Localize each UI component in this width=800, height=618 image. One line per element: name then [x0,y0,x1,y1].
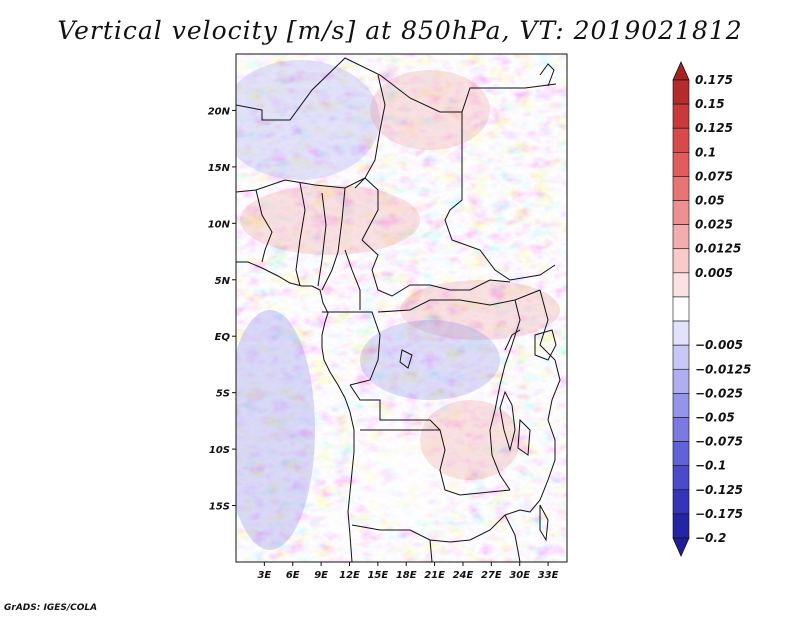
colorbar-swatch [672,248,690,274]
colorbar-swatch [672,320,690,346]
colorbar-label: −0.1 [695,459,726,473]
lat-tick-label: 20N [208,106,231,117]
country-borders [236,57,561,562]
lon-tick-label: 30E [509,570,530,581]
colorbar-swatch [672,200,690,225]
colorbar-swatch [672,368,690,394]
lon-tick-label: 9E [314,570,328,581]
grads-credit: GrADS: IGES/COLA [4,603,98,613]
colorbar-label: −0.005 [695,338,743,352]
colorbar-swatch [672,296,690,322]
lon-tick-label: 33E [538,570,559,581]
velocity-field [236,54,567,562]
lon-tick-label: 27E [481,570,502,581]
lon-tick-label: 18E [396,570,417,581]
colorbar-swatch [672,489,690,515]
lon-tick-label: 24E [453,570,474,581]
colorbar-label: 0.125 [695,121,733,135]
colorbar-label: 0.175 [695,73,733,87]
lon-tick-label: 12E [339,570,360,581]
lon-tick-label: 21E [424,570,445,581]
longitude-axis: 3E 6E 9E 12E 15E 18E 21E 24E 27E 30E 33E [257,562,559,581]
colorbar-swatch [672,272,690,298]
colorbar-label: 0.0125 [695,242,741,256]
colorbar-top-arrow [672,61,690,81]
colorbar: 0.175 0.15 0.125 0.1 0.075 0.05 0.025 0.0125 0.0… [672,61,751,557]
lat-tick-label: 5S [216,389,230,400]
colorbar-swatch [672,176,690,201]
lon-tick-label: 15E [367,570,388,581]
colorbar-label: 0.1 [695,145,716,159]
lat-tick-label: EQ [215,332,231,343]
latitude-axis: 20N 15N 10N 5N EQ 5S 10S 15S [208,106,236,513]
lon-tick-label: 6E [286,570,300,581]
lat-tick-label: 15N [208,163,231,174]
colorbar-label: −0.025 [695,386,743,400]
lat-tick-label: 10N [208,219,231,230]
lat-tick-label: 15S [209,502,230,513]
colorbar-swatch [672,441,690,466]
colorbar-label: −0.2 [695,531,726,545]
colorbar-label: 0.075 [695,169,733,183]
colorbar-label: −0.05 [695,410,735,424]
colorbar-label: 0.005 [695,266,733,280]
colorbar-swatch [672,513,690,539]
colorbar-label: 0.05 [695,194,725,208]
colorbar-label: −0.175 [695,507,743,521]
colorbar-swatch [672,79,690,105]
colorbar-swatch [672,344,690,370]
colorbar-swatch [672,224,690,250]
colorbar-swatch [672,127,690,153]
colorbar-swatch [672,103,690,129]
lat-tick-label: 5N [215,276,231,287]
colorbar-label: 0.025 [695,218,733,232]
colorbar-label: 0.15 [695,97,725,111]
map-frame [235,53,568,563]
lat-tick-label: 10S [209,445,230,456]
colorbar-swatch [672,393,690,418]
colorbar-swatch [672,465,690,491]
colorbar-label: −0.125 [695,483,743,497]
colorbar-swatch [672,417,690,442]
colorbar-bottom-arrow [672,537,690,557]
lon-tick-label: 3E [257,570,271,581]
colorbar-label: −0.075 [695,435,743,449]
map-title: Vertical velocity [m/s] at 850hPa, VT: 2… [57,16,743,45]
colorbar-swatch [672,152,690,177]
colorbar-label: −0.0125 [695,362,751,376]
